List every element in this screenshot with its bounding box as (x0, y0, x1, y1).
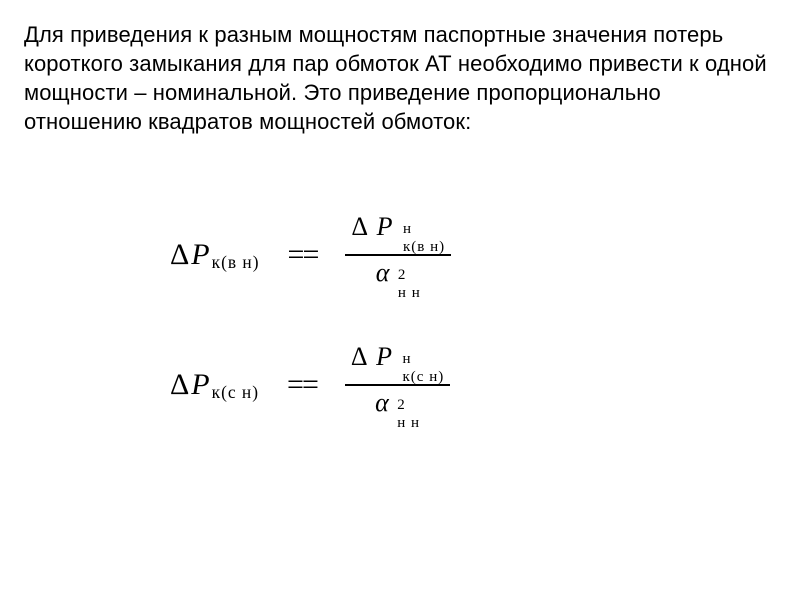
delta-symbol: Δ (351, 212, 368, 241)
var-p: P (191, 238, 209, 272)
numerator: Δ P н к(с н) (345, 340, 450, 384)
lhs-delta-p: Δ P к(в н) (170, 238, 260, 272)
denominator: α 2 н н (369, 386, 426, 430)
superscript: н (403, 353, 411, 367)
equals-sign: == (288, 238, 318, 272)
subsup-stack: 2 н н (398, 271, 421, 298)
var-p: P (191, 368, 209, 402)
var-p: P (377, 212, 393, 241)
subsup-stack: 2 н н (397, 401, 420, 428)
subsup-stack: н к(с н) (403, 355, 445, 382)
var-p: P (376, 342, 392, 371)
superscript: 2 (398, 269, 406, 283)
equation-row: Δ P к(с н) == Δ P н к(с н) α (170, 340, 640, 430)
delta-symbol: Δ (351, 342, 368, 371)
subscript: к(с н) (403, 371, 445, 385)
var-alpha: α (376, 258, 390, 287)
subscript: к(в н) (403, 241, 445, 255)
fraction: Δ P н к(с н) α 2 н н (345, 340, 450, 430)
lhs-subscript: к(с н) (212, 382, 259, 403)
page: Для приведения к разным мощностям паспор… (0, 0, 800, 600)
equals-sign: == (287, 368, 317, 402)
numerator: Δ P н к(в н) (345, 210, 451, 254)
superscript: н (403, 223, 411, 237)
var-alpha: α (375, 388, 389, 417)
superscript: 2 (397, 399, 405, 413)
delta-symbol: Δ (170, 368, 189, 402)
lhs-subscript: к(в н) (212, 252, 260, 273)
subsup-stack: н к(в н) (403, 225, 445, 252)
body-paragraph: Для приведения к разным мощностям паспор… (24, 20, 784, 136)
subscript: н н (398, 287, 421, 301)
denominator: α 2 н н (370, 256, 427, 300)
equation-row: Δ P к(в н) == Δ P н к(в н) α (170, 210, 640, 300)
fraction: Δ P н к(в н) α 2 н н (345, 210, 451, 300)
formula-1: Δ P к(в н) == Δ P н к(в н) α (170, 210, 640, 300)
formula-2: Δ P к(с н) == Δ P н к(с н) α (170, 340, 640, 430)
delta-symbol: Δ (170, 238, 189, 272)
subscript: н н (397, 417, 420, 431)
lhs-delta-p: Δ P к(с н) (170, 368, 259, 402)
